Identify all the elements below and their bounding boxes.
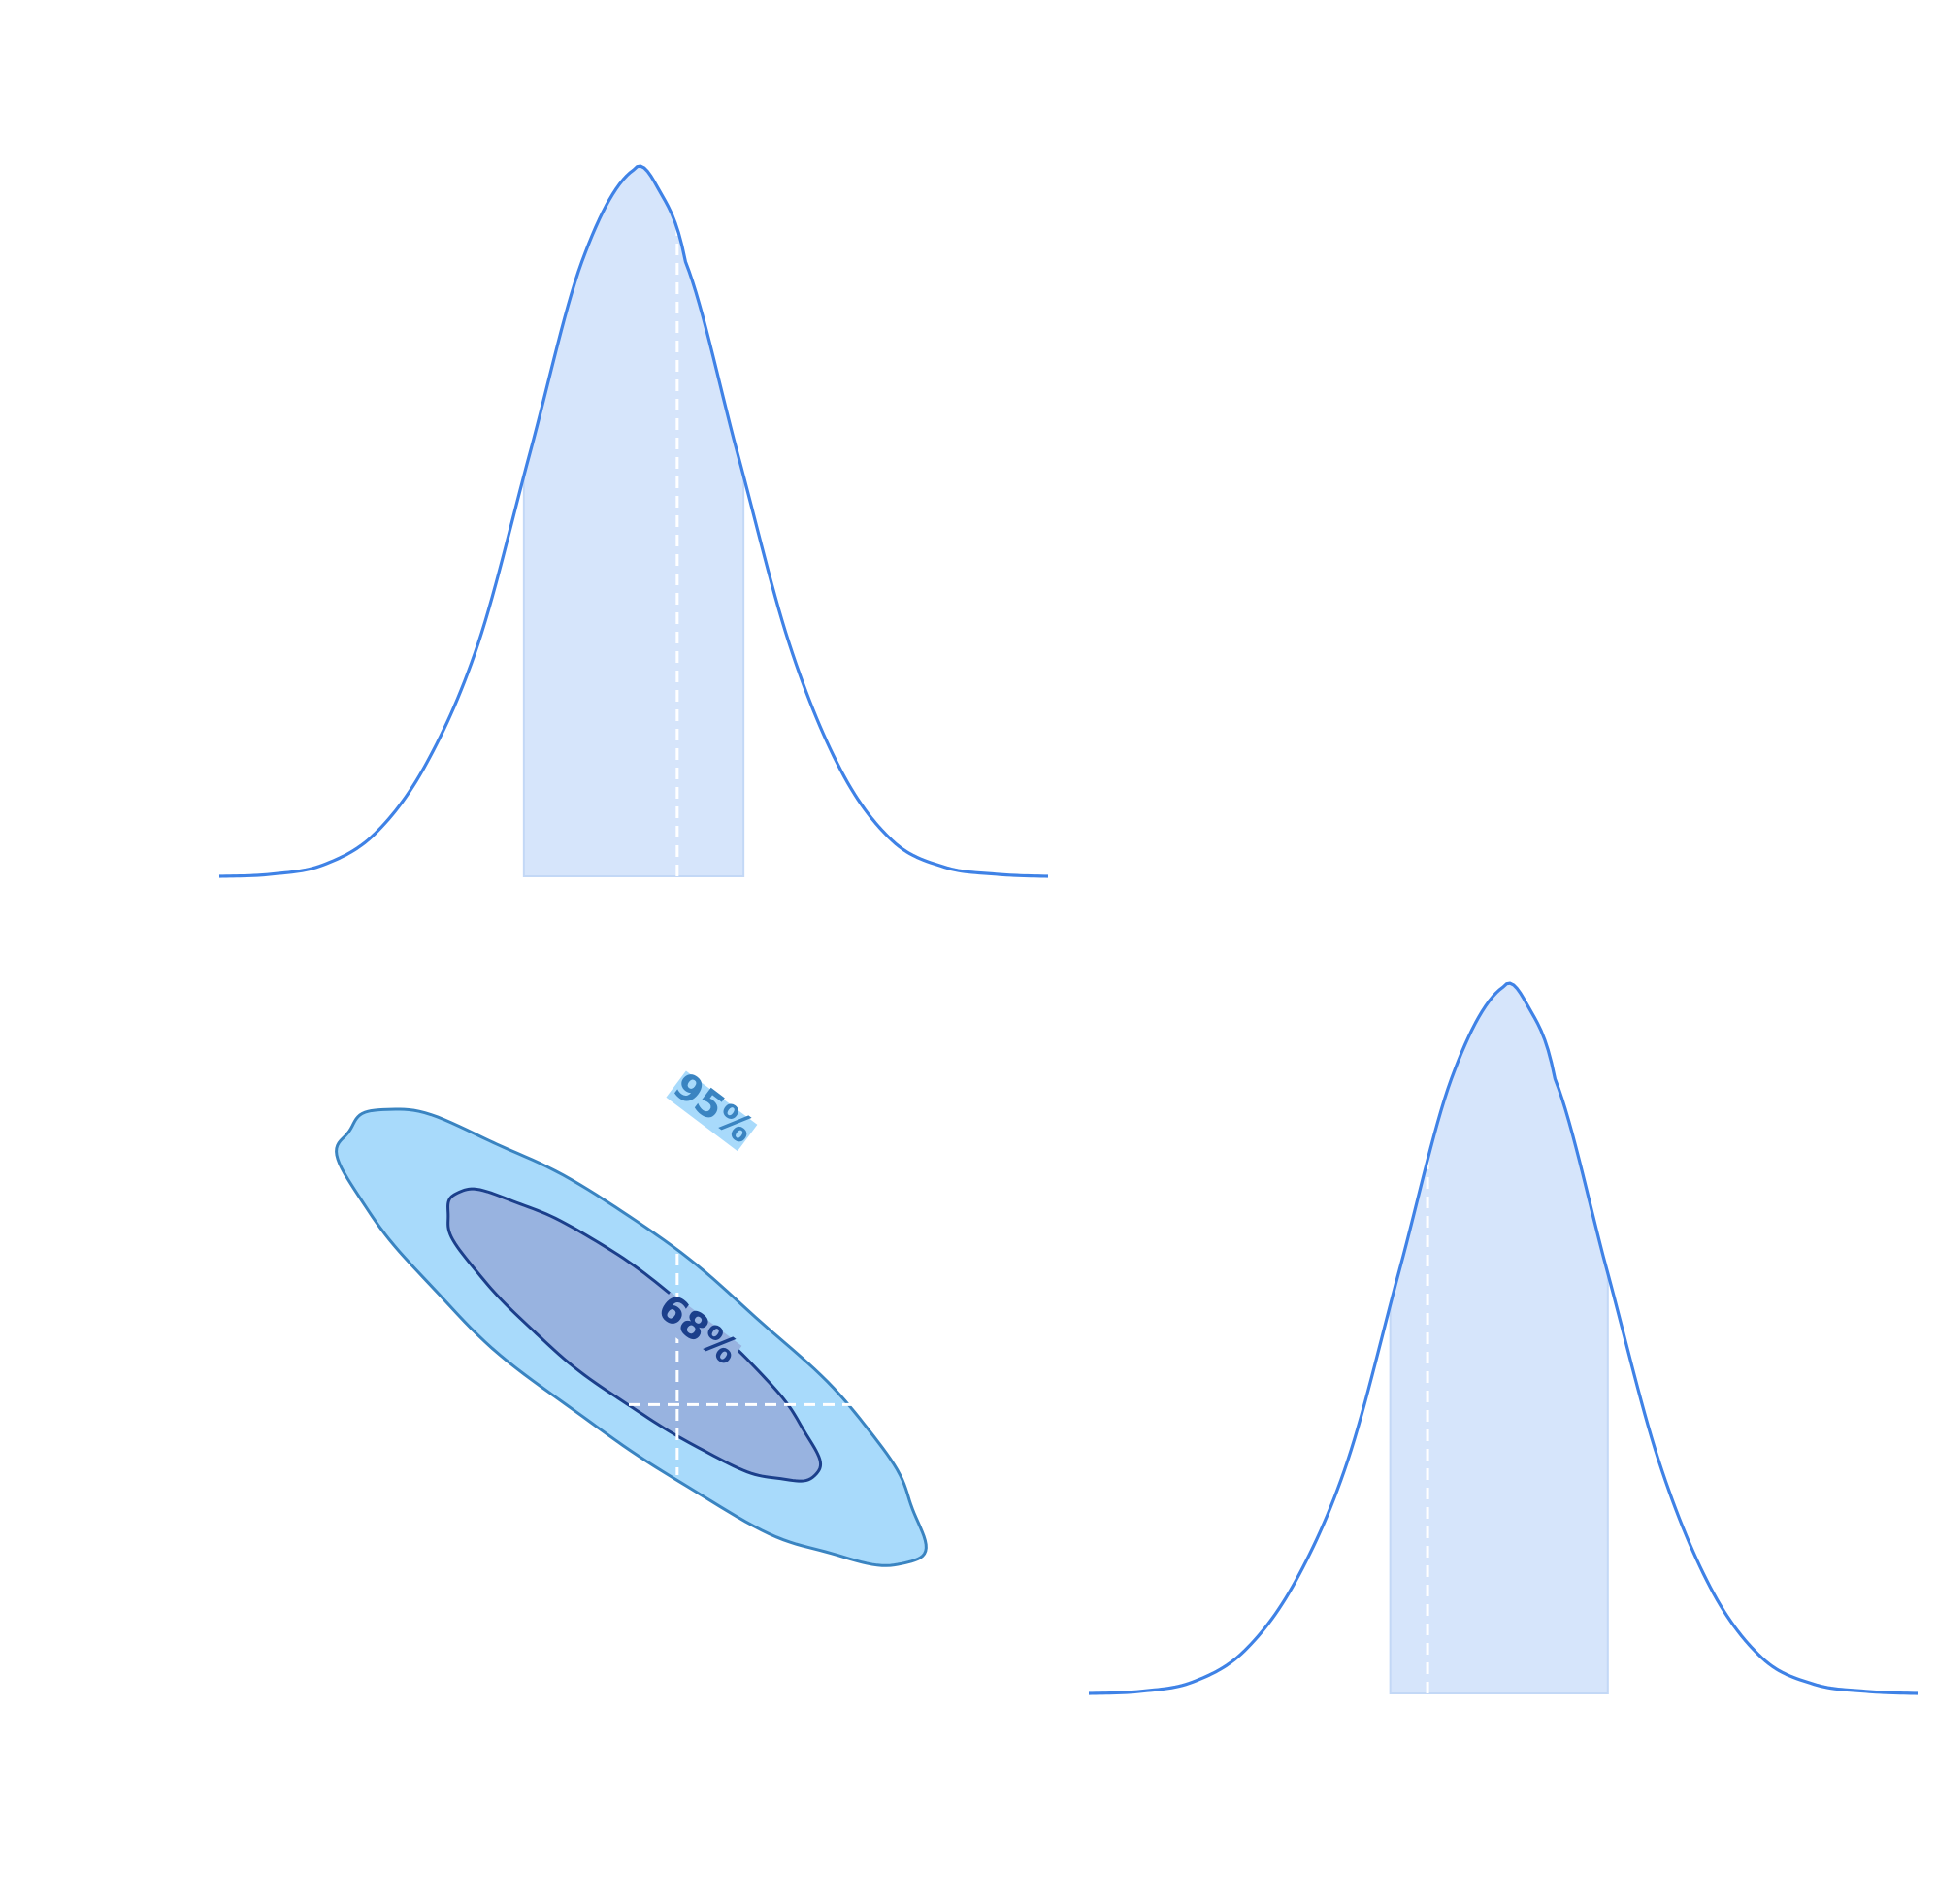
marginal-panel-param-1 — [218, 164, 1049, 878]
param-1-credible-band — [522, 165, 745, 877]
contour-label-95-group: 95% — [666, 1065, 762, 1152]
contour-label-68-backdrop — [650, 1292, 742, 1373]
contour-68-region — [446, 1187, 823, 1483]
contour-label-95-backdrop — [666, 1070, 758, 1152]
param-1-density-curve — [218, 164, 1049, 878]
marginal-panel-param-2 — [1088, 981, 1919, 1695]
joint-contour-panel: 95%68% — [335, 1065, 928, 1567]
param-2-density-curve — [1088, 981, 1919, 1695]
contour-label-95: 95% — [666, 1065, 762, 1152]
param-2-credible-band — [1389, 982, 1609, 1694]
